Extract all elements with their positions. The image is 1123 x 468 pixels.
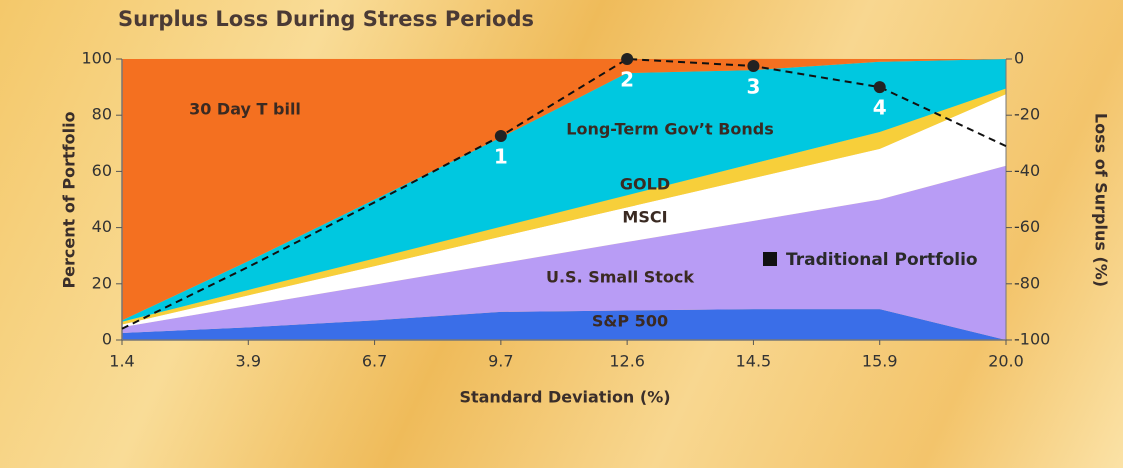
- y2-axis-label: Loss of Surplus (%): [1092, 113, 1111, 287]
- point: [747, 60, 760, 73]
- x-tick-label: 1.4: [109, 352, 134, 371]
- y2-tick-label: 0: [1014, 49, 1024, 68]
- area-label: MSCI: [622, 208, 667, 227]
- area: [122, 58, 1006, 321]
- y2-tick-label: -60: [1014, 217, 1040, 236]
- y2-tick-label: -40: [1014, 161, 1040, 180]
- area: [122, 165, 1006, 340]
- y-tick-label: 60: [92, 161, 112, 180]
- point-label: 1: [494, 144, 508, 168]
- legend-label: Traditional Portfolio: [786, 250, 978, 270]
- y-tick-label: 80: [92, 105, 112, 124]
- y2-tick-label: -80: [1014, 273, 1040, 292]
- point-label: 4: [873, 96, 887, 120]
- point-label: 2: [620, 68, 634, 92]
- area-label: U.S. Small Stock: [546, 268, 694, 287]
- x-tick-label: 9.7: [488, 352, 513, 371]
- area-label: Long-Term Gov’t Bonds: [566, 120, 774, 139]
- area: [122, 88, 1006, 325]
- y-axis-label: Percent of Portfolio: [60, 111, 79, 288]
- x-tick-label: 20.0: [988, 352, 1024, 371]
- area-label: S&P 500: [592, 312, 668, 331]
- point: [621, 53, 634, 65]
- y2-tick-label: -20: [1014, 105, 1040, 124]
- x-axis-label: Standard Deviation (%): [459, 388, 670, 407]
- area-label: GOLD: [620, 175, 670, 194]
- area: [122, 59, 1006, 322]
- y2-tick-label: -100: [1014, 330, 1050, 349]
- point: [494, 129, 507, 142]
- x-tick-label: 12.6: [609, 352, 645, 371]
- y-tick-label: 0: [102, 330, 112, 349]
- y-tick-label: 100: [81, 49, 112, 68]
- legend-swatch: [763, 252, 777, 266]
- x-tick-label: 3.9: [236, 352, 261, 371]
- x-tick-label: 6.7: [362, 352, 387, 371]
- x-tick-label: 14.5: [736, 352, 772, 371]
- x-tick-label: 15.9: [862, 352, 898, 371]
- line: [121, 57, 1007, 330]
- chart-title: Surplus Loss During Stress Periods: [118, 7, 534, 31]
- y-tick-label: 20: [92, 273, 112, 292]
- point: [873, 81, 886, 94]
- area-label: 30 Day T bill: [189, 100, 301, 119]
- area: [122, 309, 1006, 340]
- point-label: 3: [746, 75, 760, 99]
- y-tick-label: 40: [92, 217, 112, 236]
